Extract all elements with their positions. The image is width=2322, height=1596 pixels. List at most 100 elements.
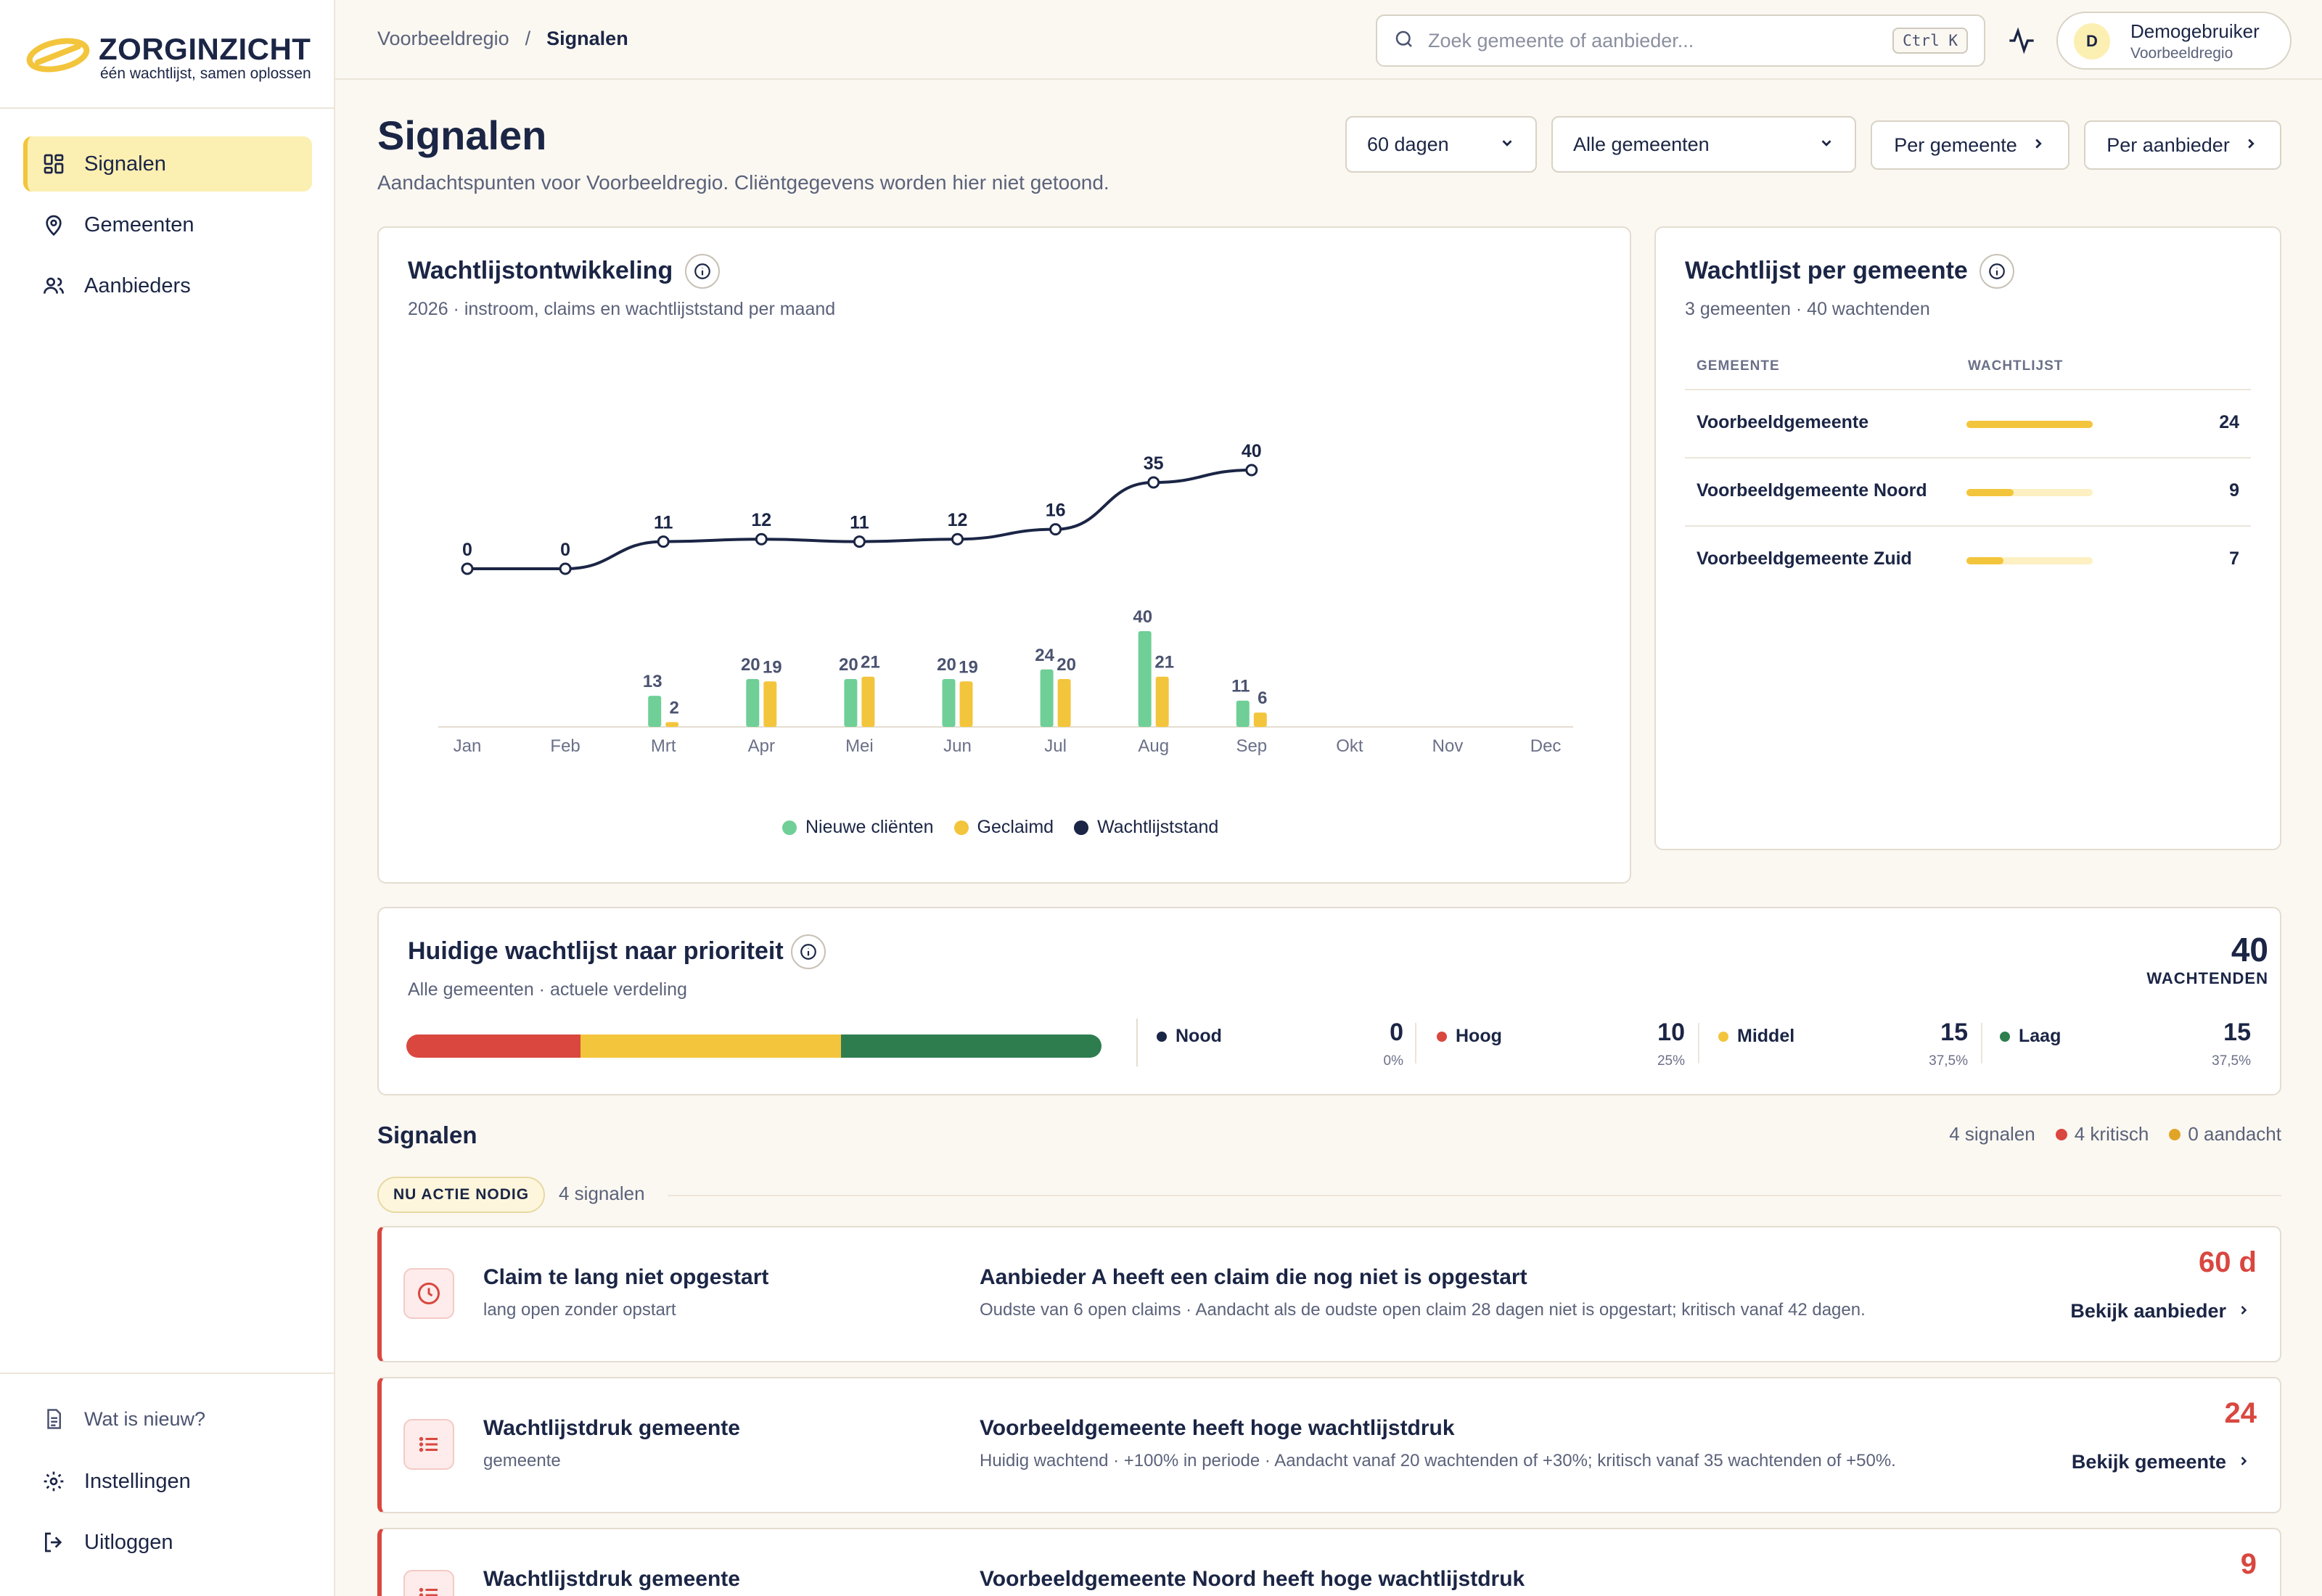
breadcrumb-separator: /: [525, 28, 531, 49]
sidebar-item-aanbieders[interactable]: Aanbieders: [23, 258, 312, 313]
priority-item-laag: Laag 15 37,5%: [2000, 1019, 2251, 1077]
bar-value-label: 20: [1057, 655, 1076, 675]
priority-label-text: Middel: [1737, 1026, 1795, 1046]
search-icon: [1393, 28, 1415, 54]
per-gemeente-button[interactable]: Per gemeente: [1871, 120, 2069, 170]
signal-card[interactable]: Claim te lang niet opgestart lang open z…: [377, 1226, 2281, 1362]
sidebar-item-uitloggen[interactable]: Uitloggen: [23, 1515, 312, 1570]
waitlist-value-label: 16: [1046, 501, 1066, 521]
bar-new-clients: [648, 696, 662, 727]
waitlist-value-label: 0: [462, 540, 472, 560]
user-region: Voorbeeldregio: [2130, 45, 2233, 62]
sidebar-item-instellingen[interactable]: Instellingen: [23, 1454, 312, 1509]
bar-claimed: [861, 676, 875, 727]
waitlist-bar-track: [1966, 557, 2093, 564]
signals-critical: 4 kritisch: [2055, 1123, 2149, 1145]
avatar: D: [2074, 23, 2110, 59]
signal-description: Huidig wachtend · +100% in periode · Aan…: [980, 1451, 1896, 1470]
priority-card-title: Huidige wachtlijst naar prioriteit: [408, 937, 784, 965]
chevron-right-icon: [2030, 134, 2046, 157]
chevron-down-icon: [1499, 133, 1515, 156]
chart-legend: Nieuwe cliënten Geclaimd Wachtlijststand: [782, 817, 1218, 838]
breadcrumb-region[interactable]: Voorbeeldregio: [377, 28, 509, 49]
sidebar-item-signalen[interactable]: Signalen: [23, 136, 312, 192]
priority-label: Laag: [2000, 1026, 2061, 1047]
municipality-card-subtitle: 3 gemeenten · 40 wachtenden: [1685, 299, 1930, 319]
view-provider-link[interactable]: Bekijk aanbieder: [2070, 1300, 2251, 1323]
x-tick-label: Okt: [1336, 736, 1363, 756]
priority-percent: 37,5%: [2212, 1053, 2251, 1069]
chevron-right-icon: [2236, 1300, 2251, 1323]
table-row[interactable]: Voorbeeldgemeente Noord 9: [1685, 457, 2251, 524]
sidebar-item-gemeenten[interactable]: Gemeenten: [23, 197, 312, 252]
municipality-card-title: Wachtlijst per gemeente: [1685, 257, 1968, 284]
x-tick-label: Mei: [845, 736, 874, 756]
bar-value-label: 20: [937, 655, 956, 675]
bar-claimed: [665, 722, 679, 727]
signal-card[interactable]: Wachtlijstdruk gemeente gemeente Voorbee…: [377, 1377, 2281, 1513]
bar-value-label: 21: [861, 653, 880, 672]
column-header-wachtlijst: WACHTLIJST: [1968, 358, 2064, 374]
priority-percent: 0%: [1383, 1053, 1403, 1069]
priority-label-text: Nood: [1176, 1026, 1222, 1046]
divider: [0, 107, 334, 109]
table-row[interactable]: Voorbeeldgemeente Zuid 7: [1685, 525, 2251, 592]
user-menu[interactable]: D Demogebruiker Voorbeeldregio: [2056, 12, 2292, 70]
bar-new-clients: [1236, 700, 1250, 727]
activity-icon[interactable]: [2007, 26, 2036, 59]
divider: [668, 1195, 2281, 1196]
municipality-name: Voorbeeldgemeente Zuid: [1697, 548, 1912, 569]
divider: [0, 1373, 334, 1374]
x-tick-label: Aug: [1138, 736, 1169, 756]
link-label: Bekijk aanbieder: [2070, 1300, 2226, 1322]
signal-card[interactable]: Wachtlijstdruk gemeente Voorbeeldgemeent…: [377, 1528, 2281, 1596]
chevron-right-icon: [2236, 1451, 2251, 1473]
x-tick-label: Mrt: [651, 736, 676, 756]
bar-new-clients: [746, 679, 760, 727]
search-input[interactable]: Zoek gemeente of aanbieder... Ctrl K: [1376, 15, 1985, 67]
info-icon[interactable]: [685, 254, 720, 289]
document-icon: [39, 1404, 68, 1433]
waitlist-value-label: 12: [948, 510, 968, 530]
view-municipality-link[interactable]: Bekijk gemeente: [2072, 1451, 2251, 1473]
info-icon[interactable]: [1980, 254, 2014, 289]
priority-card-subtitle: Alle gemeenten · actuele verdeling: [408, 979, 687, 1000]
priority-segment-laag: [840, 1034, 1101, 1058]
priority-item-hoog: Hoog 10 25%: [1437, 1019, 1685, 1077]
legend-item: Wachtlijststand: [1074, 817, 1218, 838]
per-aanbieder-button[interactable]: Per aanbieder: [2084, 120, 2281, 170]
sidebar-item-wat-is-nieuw[interactable]: Wat is nieuw?: [23, 1391, 312, 1447]
sidebar-item-label: Signalen: [84, 152, 166, 176]
bar-claimed: [1057, 679, 1071, 727]
legend-swatch: [782, 820, 797, 835]
municipality-select[interactable]: Alle gemeenten: [1551, 116, 1856, 173]
priority-percent: 25%: [1657, 1053, 1685, 1069]
brand-logo[interactable]: ZORGINZICHT één wachtlijst, samen oploss…: [26, 29, 316, 83]
attention-dot: [2169, 1128, 2181, 1140]
bar-value-label: 6: [1258, 688, 1267, 708]
waitlist-point: [951, 532, 964, 546]
x-tick-label: Sep: [1236, 736, 1267, 756]
search-shortcut: Ctrl K: [1892, 28, 1968, 54]
dashboard-icon: [39, 149, 68, 178]
priority-dot: [1437, 1031, 1447, 1042]
municipality-name: Voorbeeldgemeente Noord: [1697, 480, 1927, 501]
period-select[interactable]: 60 dagen: [1345, 116, 1537, 173]
critical-dot: [2055, 1128, 2067, 1140]
table-row[interactable]: Voorbeeldgemeente 24: [1685, 389, 2251, 456]
map-pin-icon: [39, 210, 68, 239]
priority-segment-hoog: [406, 1034, 580, 1058]
divider: [1136, 1019, 1138, 1066]
x-tick-label: Dec: [1530, 736, 1562, 756]
breadcrumb: Voorbeeldregio / Signalen: [377, 28, 628, 50]
user-name: Demogebruiker: [2130, 20, 2260, 42]
info-icon[interactable]: [791, 934, 826, 969]
legend-label: Wachtlijststand: [1097, 817, 1219, 837]
signals-critical-text: 4 kritisch: [2074, 1123, 2149, 1145]
brand-tagline: één wachtlijst, samen oplossen: [100, 65, 311, 82]
waitlist-bar-track: [1966, 489, 2093, 496]
priority-label: Hoog: [1437, 1026, 1502, 1047]
signal-metric: 24: [2224, 1397, 2257, 1429]
priority-label: Middel: [1718, 1026, 1794, 1047]
priority-count: 0: [1390, 1019, 1403, 1046]
